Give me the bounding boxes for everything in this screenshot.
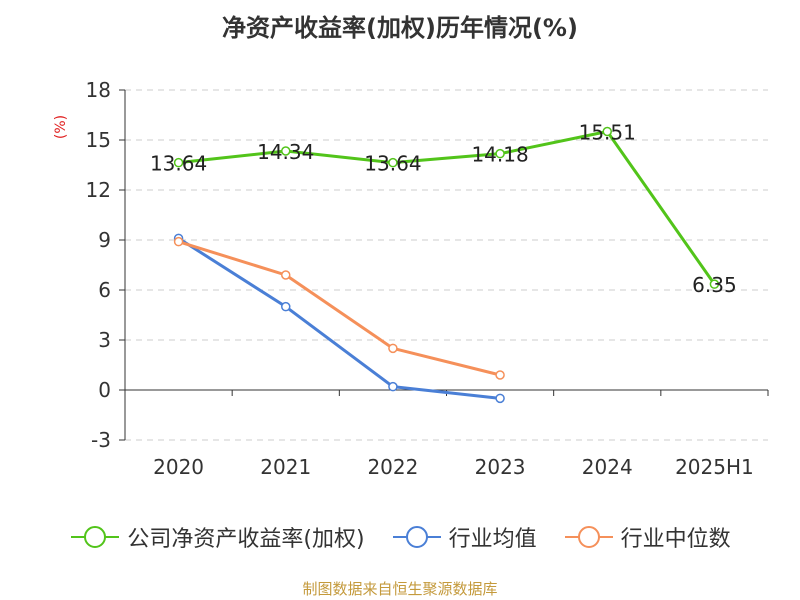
source-note: 制图数据来自恒生聚源数据库 bbox=[302, 580, 498, 598]
data-label: 15.51 bbox=[579, 121, 636, 145]
data-point bbox=[495, 370, 505, 380]
data-label: 13.64 bbox=[364, 152, 421, 176]
legend-marker-icon bbox=[564, 526, 613, 548]
data-point bbox=[388, 157, 398, 168]
data-point bbox=[388, 343, 398, 354]
y-tick-label: 6 bbox=[98, 278, 111, 302]
legend-label: 公司净资产收益率(加权) bbox=[127, 527, 365, 552]
legend-item[interactable]: 行业均值 bbox=[391, 521, 537, 553]
y-tick-label: -3 bbox=[91, 428, 111, 452]
legend-label: 行业中位数 bbox=[620, 527, 731, 552]
data-point bbox=[602, 126, 612, 137]
data-point bbox=[495, 148, 505, 159]
x-tick-label: 2024 bbox=[582, 455, 633, 479]
data-label: 14.18 bbox=[471, 143, 528, 167]
y-tick-label: 0 bbox=[98, 378, 111, 402]
legend-item[interactable]: 行业中位数 bbox=[563, 521, 731, 553]
data-point bbox=[173, 236, 184, 247]
y-tick-label: 9 bbox=[98, 228, 111, 252]
y-tick-label: 15 bbox=[86, 128, 111, 152]
data-point bbox=[709, 279, 720, 289]
legend-item[interactable]: 公司净资产收益率(加权) bbox=[69, 521, 365, 553]
data-point bbox=[281, 301, 291, 312]
data-label: 13.64 bbox=[150, 152, 207, 176]
data-point bbox=[495, 393, 505, 404]
legend-marker-icon bbox=[392, 526, 441, 548]
data-point bbox=[173, 157, 184, 168]
x-tick-label: 2022 bbox=[367, 455, 418, 479]
legend-label: 行业均值 bbox=[448, 527, 537, 552]
series-line-0 bbox=[178, 130, 716, 286]
data-label: 14.34 bbox=[257, 140, 314, 164]
x-tick-label: 2023 bbox=[475, 455, 526, 479]
y-tick-label: 18 bbox=[86, 78, 111, 102]
data-point bbox=[281, 146, 291, 156]
x-tick-label: 2025H1 bbox=[675, 455, 754, 479]
x-tick-label: 2020 bbox=[153, 455, 204, 479]
y-tick-label: 3 bbox=[98, 328, 111, 352]
legend-marker-icon bbox=[71, 526, 120, 548]
x-tick-label: 2021 bbox=[260, 455, 311, 479]
data-point bbox=[281, 270, 291, 280]
data-point bbox=[388, 381, 398, 392]
series-line-1 bbox=[177, 237, 501, 400]
legend: 公司净资产收益率(加权) 行业均值 行业中位数 bbox=[0, 520, 800, 554]
series-line-2 bbox=[178, 240, 501, 377]
chart-title: 净资产收益率(加权)历年情况(%) bbox=[222, 14, 578, 42]
data-label: 6.35 bbox=[692, 273, 737, 297]
y-tick-label: 12 bbox=[86, 178, 111, 202]
